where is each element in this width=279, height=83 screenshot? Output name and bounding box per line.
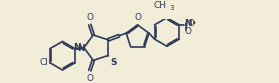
- Text: 3: 3: [169, 5, 174, 11]
- Text: O: O: [188, 19, 195, 28]
- Text: Cl: Cl: [39, 58, 48, 67]
- Text: O: O: [86, 13, 93, 22]
- Text: CH: CH: [153, 1, 167, 10]
- Text: •: •: [192, 19, 197, 28]
- Text: O: O: [86, 74, 93, 83]
- Text: O: O: [134, 13, 141, 22]
- Text: N: N: [74, 43, 81, 52]
- Text: O: O: [184, 27, 191, 36]
- Text: N: N: [184, 19, 192, 28]
- Text: N: N: [77, 44, 85, 53]
- Text: S: S: [110, 58, 116, 67]
